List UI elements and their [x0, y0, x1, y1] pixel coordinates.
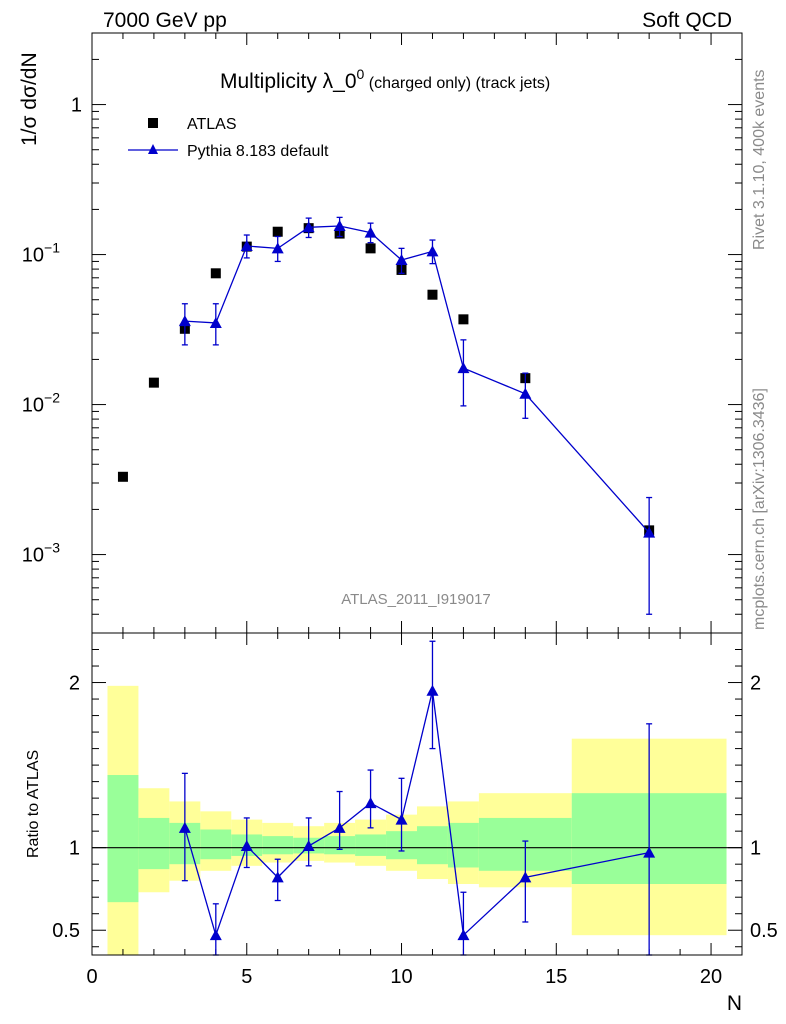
y-tick-label: 10−3: [22, 540, 60, 567]
atlas-point: [458, 314, 469, 325]
ratio-y-tick-label: 0.5: [52, 920, 80, 942]
ratio-point: [364, 797, 377, 809]
ratio-point: [395, 813, 408, 825]
atlas-point: [427, 289, 438, 300]
ratio-point: [271, 871, 284, 883]
pythia-point: [333, 220, 346, 232]
pythia-point: [364, 226, 377, 238]
x-tick-label: 20: [700, 966, 722, 988]
pythia-point: [240, 240, 253, 252]
ratio-y-tick-label-right: 1: [750, 838, 761, 860]
ratio-plot: 0 5 10 15 20 0.5 0.5 1 1 2 2: [52, 633, 778, 988]
ratio-band-green: [200, 829, 232, 860]
legend: ATLAS Pythia 8.183 default: [128, 116, 329, 160]
ratio-point: [209, 929, 222, 941]
y-tick-label: 10−2: [22, 390, 60, 417]
atlas-point: [272, 226, 283, 237]
ratio-band-green: [107, 775, 139, 903]
side-label-rivet: Rivet 3.1.10, 400k events: [751, 69, 768, 250]
main-title-suffix: (charged only) (track jets): [364, 75, 550, 92]
pythia-point: [643, 526, 656, 538]
atlas-point: [148, 377, 159, 388]
ratio-band-green: [417, 826, 448, 865]
watermark: ATLAS_2011_I919017: [341, 591, 491, 608]
ratio-y-tick-label: 1: [69, 838, 80, 860]
header-left: 7000 GeV pp: [103, 9, 227, 32]
ratio-point: [643, 846, 656, 858]
ratio-line: [184, 690, 650, 938]
pythia-point: [271, 242, 284, 254]
pythia-point: [426, 245, 439, 257]
ratio-ylabel: Ratio to ATLAS: [25, 750, 42, 858]
ratio-point: [240, 840, 253, 852]
ratio-band-green: [262, 836, 294, 855]
side-label-mcplots: mcplots.cern.ch [arXiv:1306.3436]: [751, 388, 768, 630]
ratio-point: [519, 871, 532, 883]
x-tick-label: 10: [390, 966, 412, 988]
x-tick-label: 0: [86, 966, 97, 988]
ratio-point: [302, 840, 315, 852]
pythia-point: [457, 362, 470, 374]
legend-atlas-label: ATLAS: [187, 116, 237, 133]
ratio-point: [426, 684, 439, 696]
main-title: Multiplicity λ_00 (charged only) (track …: [220, 66, 550, 93]
atlas-point: [210, 268, 221, 279]
legend-pythia-marker: [148, 144, 158, 154]
ratio-band-green: [355, 834, 387, 856]
pythia-point: [178, 315, 191, 327]
x-tick-label: 15: [545, 966, 567, 988]
pythia-point: [395, 254, 408, 265]
atlas-point: [365, 243, 376, 254]
pythia-point: [302, 221, 315, 233]
legend-atlas-marker: [148, 118, 158, 128]
legend-pythia-label: Pythia 8.183 default: [187, 143, 329, 160]
main-plot: 10−3 10−2 10−1 1: [22, 32, 743, 634]
ratio-y-tick-label-right: 2: [750, 673, 761, 695]
atlas-point: [117, 471, 128, 482]
ratio-point: [178, 821, 191, 833]
pythia-point: [209, 316, 222, 328]
pythia-point: [519, 387, 532, 399]
header-right: Soft QCD: [642, 9, 732, 32]
ratio-point: [457, 929, 470, 941]
pythia-line: [184, 225, 650, 534]
x-axis-label: N: [727, 992, 742, 1015]
x-tick-label: 5: [241, 966, 252, 988]
main-title-sup: 0: [357, 66, 365, 82]
ratio-point: [333, 821, 346, 833]
ratio-y-tick-label: 2: [69, 673, 80, 695]
ratio-band-green: [447, 822, 479, 868]
main-title-text: Multiplicity λ_0: [220, 70, 357, 93]
ratio-y-tick-label-right: 0.5: [750, 920, 778, 942]
ratio-frame: [91, 632, 743, 956]
main-ylabel: 1/σ dσ/dN: [18, 52, 41, 146]
ratio-band-green: [138, 817, 170, 870]
y-tick-label: 10−1: [22, 240, 60, 267]
y-tick-label: 1: [71, 95, 82, 117]
